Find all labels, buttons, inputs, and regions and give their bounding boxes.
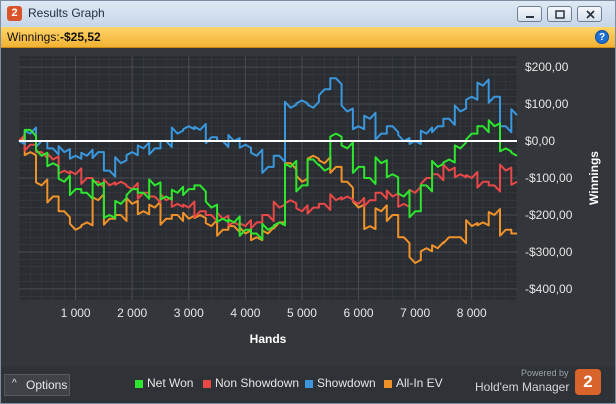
winnings-label: Winnings: (7, 30, 60, 44)
x-tick-label: 8 000 (457, 306, 487, 320)
minimize-icon (526, 16, 534, 18)
y-axis-label: Winnings (587, 151, 601, 205)
y-tick-label: $0,00 (525, 134, 555, 148)
x-tick-label: 1 000 (61, 306, 91, 320)
help-icon[interactable]: ? (595, 30, 609, 44)
plot-area: 1 000 2 000 3 000 4 000 5 000 6 000 7 000 8 000… (1, 48, 615, 366)
close-button[interactable] (577, 6, 602, 22)
y-tick-label: -$200,00 (525, 208, 573, 222)
x-axis-label: Hands (250, 332, 287, 346)
maximize-icon (555, 10, 565, 19)
x-tick-label: 4 000 (230, 306, 260, 320)
title-bar[interactable]: 2 Results Graph (1, 1, 615, 27)
results-chart: 1 000 2 000 3 000 4 000 5 000 6 000 7 000 8 000… (18, 56, 601, 346)
series-line-net-won (19, 119, 518, 241)
x-tick-label: 5 000 (287, 306, 317, 320)
x-tick-label: 6 000 (344, 306, 374, 320)
bottom-bar: ^ Options Net Won Non Showdown Showdown All… (1, 366, 615, 403)
powered-by-text: Powered by (521, 368, 569, 378)
options-label: Options (26, 378, 68, 392)
x-tick-label: 2 000 (117, 306, 147, 320)
legend-label: All-In EV (396, 376, 443, 390)
legend-label: Net Won (147, 376, 194, 390)
brand-name: Hold'em Manager (475, 380, 570, 394)
close-icon (586, 10, 595, 19)
series-line-showdown (18, 77, 518, 178)
holdem-manager-logo: 2 (575, 369, 601, 395)
legend-label: Non Showdown (215, 376, 300, 390)
maximize-button[interactable] (547, 6, 572, 22)
legend-swatch (305, 380, 313, 388)
y-tick-label: -$100,00 (525, 171, 573, 185)
window-title: Results Graph (28, 6, 105, 20)
legend-swatch (203, 380, 211, 388)
y-tick-label: $200,00 (525, 60, 569, 74)
y-tick-label: -$300,00 (525, 245, 573, 259)
legend-label: Showdown (317, 376, 376, 390)
winnings-value: -$25,52 (60, 30, 101, 44)
chevron-up-icon: ^ (12, 378, 17, 389)
y-tick-label: -$400,00 (525, 282, 573, 296)
y-tick-label: $100,00 (525, 97, 569, 111)
legend-swatch (384, 380, 392, 388)
winnings-banner: Winnings: -$25,52 ? (1, 27, 615, 48)
x-tick-label: 3 000 (174, 306, 204, 320)
minimize-button[interactable] (517, 6, 542, 22)
x-tick-label: 7 000 (400, 306, 430, 320)
options-button[interactable]: ^ Options (4, 374, 70, 396)
app-logo-icon: 2 (7, 6, 22, 21)
legend-swatch (135, 380, 143, 388)
